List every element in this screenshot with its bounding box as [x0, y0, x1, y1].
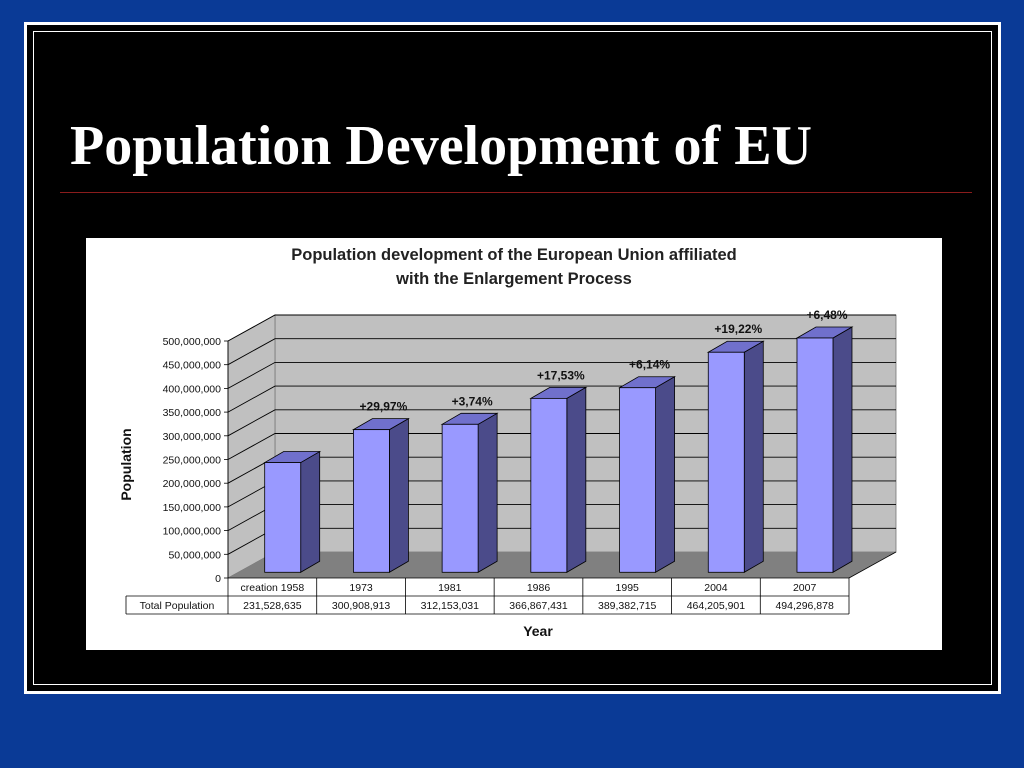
- slide-title: Population Development of EU: [70, 115, 812, 177]
- growth-label: +19,22%: [714, 322, 762, 336]
- bar: [796, 337, 834, 573]
- x-tick-label: 1973: [349, 582, 373, 594]
- y-tick-label: 100,000,000: [163, 526, 222, 538]
- table-value: 231,528,635: [243, 600, 302, 612]
- table-value: 366,867,431: [509, 600, 568, 612]
- y-axis-label: Population: [118, 428, 134, 500]
- y-tick-label: 300,000,000: [163, 431, 222, 443]
- chart-title-line-2: with the Enlargement Process: [396, 270, 632, 288]
- population-bar-chart: 0 50,000,000 100,000,000 150,000,000 200,000…: [118, 308, 897, 639]
- y-tick-label: 200,000,000: [163, 478, 222, 490]
- growth-label: +6,48%: [806, 308, 847, 322]
- x-tick-label: 2004: [704, 582, 728, 594]
- bar: [530, 397, 568, 573]
- y-tick-label: 0: [215, 573, 221, 585]
- table-value: 312,153,031: [421, 600, 480, 612]
- y-tick-label: 400,000,000: [163, 383, 222, 395]
- gridline: [227, 361, 896, 389]
- x-tick-label: 2007: [793, 582, 817, 594]
- bar-side: [743, 340, 764, 573]
- bar-side: [566, 386, 587, 573]
- growth-label: +3,74%: [452, 394, 493, 408]
- bar-side: [300, 450, 321, 573]
- x-tick-label: 1986: [527, 582, 551, 594]
- table-value: 494,296,878: [775, 600, 834, 612]
- title-divider: [60, 192, 972, 193]
- y-tick-label: 450,000,000: [163, 360, 222, 372]
- growth-label: +17,53%: [537, 368, 585, 382]
- table-value: 300,908,913: [332, 600, 391, 612]
- gridline: [227, 385, 896, 413]
- x-axis-label: Year: [523, 623, 553, 639]
- bar: [619, 387, 656, 573]
- bar: [353, 429, 390, 573]
- y-tick-label: 50,000,000: [168, 549, 221, 561]
- x-tick-label: creation 1958: [241, 582, 305, 594]
- growth-label: +29,97%: [360, 400, 408, 414]
- floor-edge: [848, 551, 897, 579]
- chart-title-line-1: Population development of the European U…: [291, 246, 737, 264]
- bar-side: [477, 412, 498, 573]
- y-tick-label: 350,000,000: [163, 407, 222, 419]
- y-tick-label: 500,000,000: [163, 336, 222, 348]
- gridline: [227, 338, 896, 366]
- bar-side: [655, 376, 675, 573]
- growth-label: +6,14%: [629, 358, 670, 372]
- table-value: 389,382,715: [598, 600, 657, 612]
- bar: [707, 351, 745, 573]
- bar-side: [832, 326, 853, 573]
- gridline: [227, 433, 896, 460]
- bar-side: [389, 417, 409, 573]
- y-tick-label: 150,000,000: [163, 502, 222, 514]
- table-value: 464,205,901: [687, 600, 746, 612]
- gridline: [227, 314, 896, 342]
- x-tick-label: 1995: [616, 582, 640, 594]
- series-name: Total Population: [140, 600, 215, 612]
- x-tick-label: 1981: [438, 582, 462, 594]
- slide-frame-border: [33, 31, 992, 685]
- bar: [264, 462, 302, 573]
- y-tick-label: 250,000,000: [163, 455, 222, 467]
- bar: [441, 423, 479, 573]
- chart-panel: 0 50,000,000 100,000,000 150,000,000 200,000…: [86, 238, 942, 650]
- gridline: [227, 409, 896, 437]
